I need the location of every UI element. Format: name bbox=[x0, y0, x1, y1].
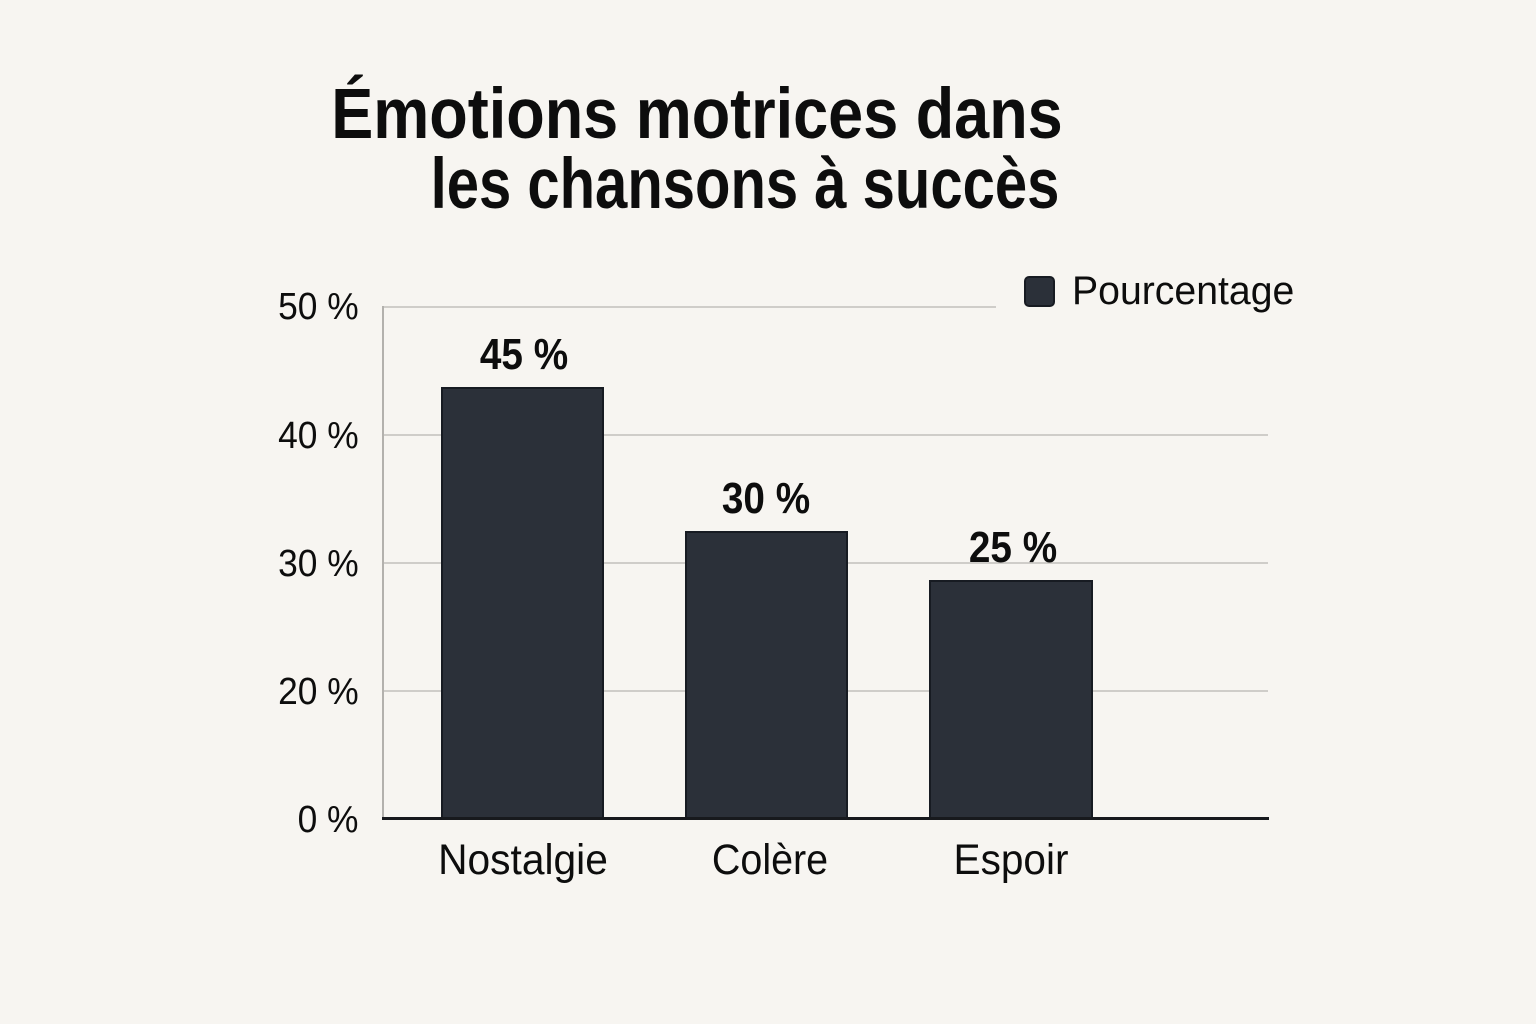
bar-colere bbox=[684, 530, 849, 820]
y-axis-line bbox=[381, 305, 384, 819]
ytick-label-40: 40 % bbox=[277, 414, 359, 457]
chart-title-line1: Émotions motrices dans bbox=[331, 74, 1063, 154]
legend-label: Pourcentage bbox=[1072, 269, 1295, 314]
bar-espoir bbox=[928, 580, 1094, 820]
gridline-50 bbox=[381, 305, 996, 308]
bar-nostalgie bbox=[441, 387, 605, 820]
value-label-espoir: 25 % bbox=[968, 522, 1057, 572]
x-axis-line bbox=[381, 817, 1269, 820]
value-label-colere: 30 % bbox=[721, 473, 811, 523]
ytick-label-0: 0 % bbox=[297, 798, 359, 841]
ytick-label-30: 30 % bbox=[277, 542, 359, 585]
chart-title-line2: les chansons à succès bbox=[430, 144, 1060, 224]
legend-swatch bbox=[1023, 275, 1055, 307]
gridline-40 bbox=[381, 433, 1268, 436]
category-label-espoir: Espoir bbox=[953, 835, 1069, 884]
ytick-label-20: 20 % bbox=[277, 670, 359, 713]
value-label-nostalgie: 45 % bbox=[479, 329, 569, 379]
category-label-nostalgie: Nostalgie bbox=[437, 835, 608, 884]
ytick-label-50: 50 % bbox=[277, 285, 359, 328]
category-label-colere: Colère bbox=[712, 835, 829, 884]
